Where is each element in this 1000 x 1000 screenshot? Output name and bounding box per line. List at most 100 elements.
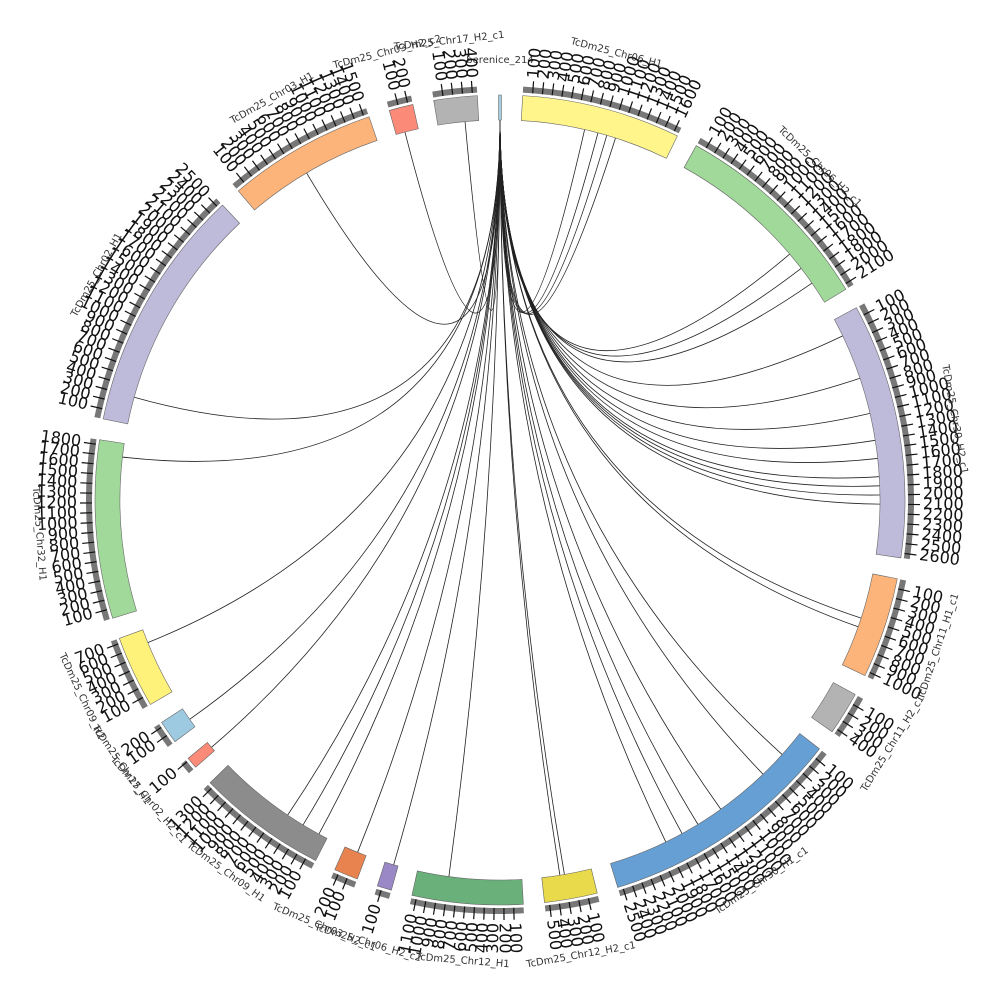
tick xyxy=(823,243,834,252)
segment xyxy=(498,94,502,121)
tick xyxy=(473,907,476,920)
tick xyxy=(118,670,130,677)
tick xyxy=(783,198,794,208)
link xyxy=(357,119,501,853)
tick-label: 900 xyxy=(418,916,442,949)
tick xyxy=(82,541,95,545)
tick xyxy=(92,395,105,400)
tick xyxy=(358,104,364,116)
tick xyxy=(202,787,212,798)
tick xyxy=(759,813,769,824)
tick xyxy=(299,858,307,870)
tick xyxy=(463,906,466,919)
tick xyxy=(95,609,108,614)
tick xyxy=(243,166,253,177)
tick xyxy=(440,84,444,97)
tick-label: 1700 xyxy=(921,450,963,472)
tick xyxy=(90,590,103,594)
tick-label: 2200 xyxy=(922,504,963,524)
tick-band xyxy=(432,86,478,98)
tick xyxy=(905,543,918,546)
tick-label: 600 xyxy=(50,554,83,577)
tick-label: 100 xyxy=(506,922,526,953)
tick xyxy=(618,98,624,111)
tick xyxy=(852,703,864,712)
tick xyxy=(208,197,218,207)
tick xyxy=(150,726,162,735)
tick-label: 1300 xyxy=(36,482,77,502)
tick-band xyxy=(154,724,173,748)
tick xyxy=(115,328,128,335)
tick xyxy=(132,696,144,704)
tick xyxy=(277,143,285,155)
link xyxy=(499,119,880,505)
tick xyxy=(127,688,139,695)
segment xyxy=(187,741,215,768)
tick-band xyxy=(181,760,194,774)
segment xyxy=(842,573,898,677)
tick xyxy=(889,374,902,380)
tick-band xyxy=(544,896,600,912)
tick xyxy=(746,165,755,176)
link xyxy=(499,119,608,315)
tick xyxy=(730,153,739,165)
tick xyxy=(558,903,562,916)
tick-band xyxy=(834,695,864,737)
tick xyxy=(901,423,914,427)
tick xyxy=(312,123,319,135)
tick-label: 1400 xyxy=(36,471,77,492)
tick xyxy=(906,463,919,466)
tick xyxy=(728,837,737,848)
segment xyxy=(388,104,419,135)
tick xyxy=(744,825,753,837)
tick xyxy=(256,832,265,843)
tick xyxy=(248,826,257,837)
tick xyxy=(907,473,920,476)
tick xyxy=(782,794,792,804)
tick xyxy=(303,128,311,140)
tick xyxy=(686,862,693,874)
segment xyxy=(102,204,241,425)
tick-label: 1900 xyxy=(922,472,963,493)
tick-band xyxy=(331,872,357,888)
segment xyxy=(161,708,196,743)
tick xyxy=(845,276,857,285)
tick-label: 1000 xyxy=(36,513,78,534)
link xyxy=(499,119,859,628)
segment xyxy=(334,846,367,880)
tick-label: 2400 xyxy=(921,525,963,547)
tick xyxy=(789,787,799,797)
tick xyxy=(321,119,328,131)
tick-band xyxy=(522,86,682,134)
tick xyxy=(394,93,399,106)
tick xyxy=(815,757,826,767)
tick xyxy=(887,626,900,632)
tick xyxy=(587,898,592,911)
tick xyxy=(432,902,436,915)
tick xyxy=(98,376,111,381)
tick xyxy=(578,900,582,913)
tick xyxy=(144,275,156,283)
tick-label: 400 xyxy=(554,50,577,83)
tick-label: 400 xyxy=(461,47,482,79)
tick xyxy=(281,848,290,860)
tick xyxy=(881,644,893,651)
tick xyxy=(599,92,604,105)
tick xyxy=(224,808,234,818)
tick xyxy=(377,890,382,902)
tick-label: 1100 xyxy=(36,503,77,523)
tick-label: 1600 xyxy=(37,448,79,471)
tick-label: 2500 xyxy=(920,535,963,558)
tick xyxy=(628,101,634,114)
tick xyxy=(114,661,126,668)
tick xyxy=(177,761,188,770)
tick-label: 300 xyxy=(544,49,567,82)
tick xyxy=(217,801,227,812)
tick xyxy=(413,899,417,912)
link xyxy=(499,119,561,876)
tick xyxy=(209,794,219,805)
tick-band xyxy=(618,750,827,897)
tick xyxy=(95,385,108,391)
link xyxy=(499,119,783,755)
link xyxy=(302,119,501,826)
